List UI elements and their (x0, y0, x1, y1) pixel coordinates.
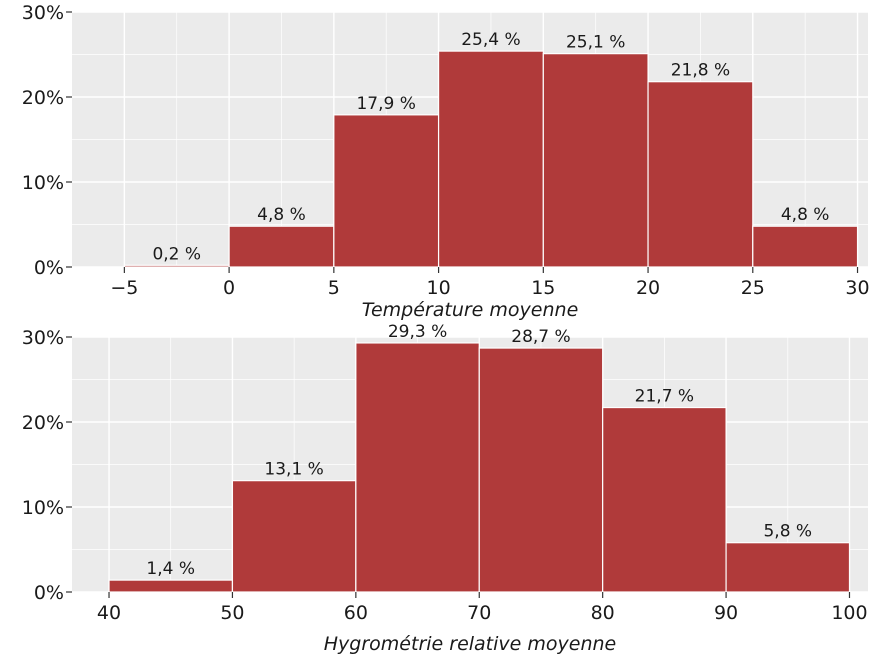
x-tick-label: 70 (467, 602, 491, 624)
histogram-bar (478, 347, 604, 593)
x-tick-label: 15 (531, 277, 555, 299)
x-tick-label: 80 (591, 602, 615, 624)
y-tick-label: 0% (34, 582, 64, 604)
bar-value-label: 25,4 % (461, 30, 520, 50)
x-tick-label: 20 (636, 277, 660, 299)
histogram-bar (752, 225, 859, 268)
histogram-bar (231, 480, 357, 593)
bar-value-label: 25,1 % (566, 33, 625, 53)
bar-value-label: 28,7 % (511, 327, 570, 347)
y-tick-label: 10% (22, 497, 64, 519)
histogram-bar (108, 579, 234, 593)
x-tick-label: 0 (223, 277, 235, 299)
bar-value-label: 4,8 % (781, 205, 830, 225)
bar-value-label: 1,4 % (146, 559, 195, 579)
x-tick-label: 25 (741, 277, 765, 299)
bar-value-label: 5,8 % (763, 522, 812, 542)
x-tick-label: 90 (714, 602, 738, 624)
x-tick-label: 30 (845, 277, 869, 299)
bar-value-label: 4,8 % (257, 205, 306, 225)
x-axis-title: Hygrométrie relative moyenne (324, 633, 616, 655)
y-tick-label: 10% (22, 172, 64, 194)
x-tick-label: 5 (328, 277, 340, 299)
bar-value-label: 21,8 % (671, 61, 730, 81)
histogram-bar (602, 406, 727, 593)
bar-value-label: 13,1 % (264, 460, 323, 480)
histogram-bar (437, 50, 544, 268)
histogram-bar (647, 81, 754, 268)
histogram-bar (355, 342, 480, 593)
bar-value-label: 17,9 % (356, 94, 415, 114)
histogram-panel-1: 0,2 % 4,8 % 17,9 % 25,4 % 25,1 % 21,8 % 4,8 % −… (22, 2, 870, 321)
x-axis-title: Température moyenne (362, 299, 579, 321)
y-tick-label: 0% (34, 257, 64, 279)
histogram-panel-2: 1,4 % 13,1 % 29,3 % 28,7 % 21,7 % 5,8 % 40 50 60… (22, 322, 868, 655)
histogram-bar (228, 225, 335, 268)
x-tick-label: 50 (220, 602, 244, 624)
y-tick-label: 20% (22, 412, 64, 434)
histogram-bar (725, 542, 851, 593)
bar-value-label: 29,3 % (388, 322, 447, 342)
x-tick-label: 40 (97, 602, 121, 624)
x-tick-label: 60 (344, 602, 368, 624)
bar-value-label: 0,2 % (152, 244, 201, 264)
x-tick-label: 10 (426, 277, 450, 299)
histogram-bar (123, 264, 230, 268)
x-tick-label: 100 (831, 602, 867, 624)
x-tick-label: −5 (110, 277, 138, 299)
y-tick-label: 30% (22, 2, 64, 24)
histogram-bar (333, 114, 440, 268)
histogram-bar (542, 53, 649, 268)
y-tick-label: 30% (22, 327, 64, 349)
bar-value-label: 21,7 % (635, 387, 694, 407)
y-tick-label: 20% (22, 87, 64, 109)
